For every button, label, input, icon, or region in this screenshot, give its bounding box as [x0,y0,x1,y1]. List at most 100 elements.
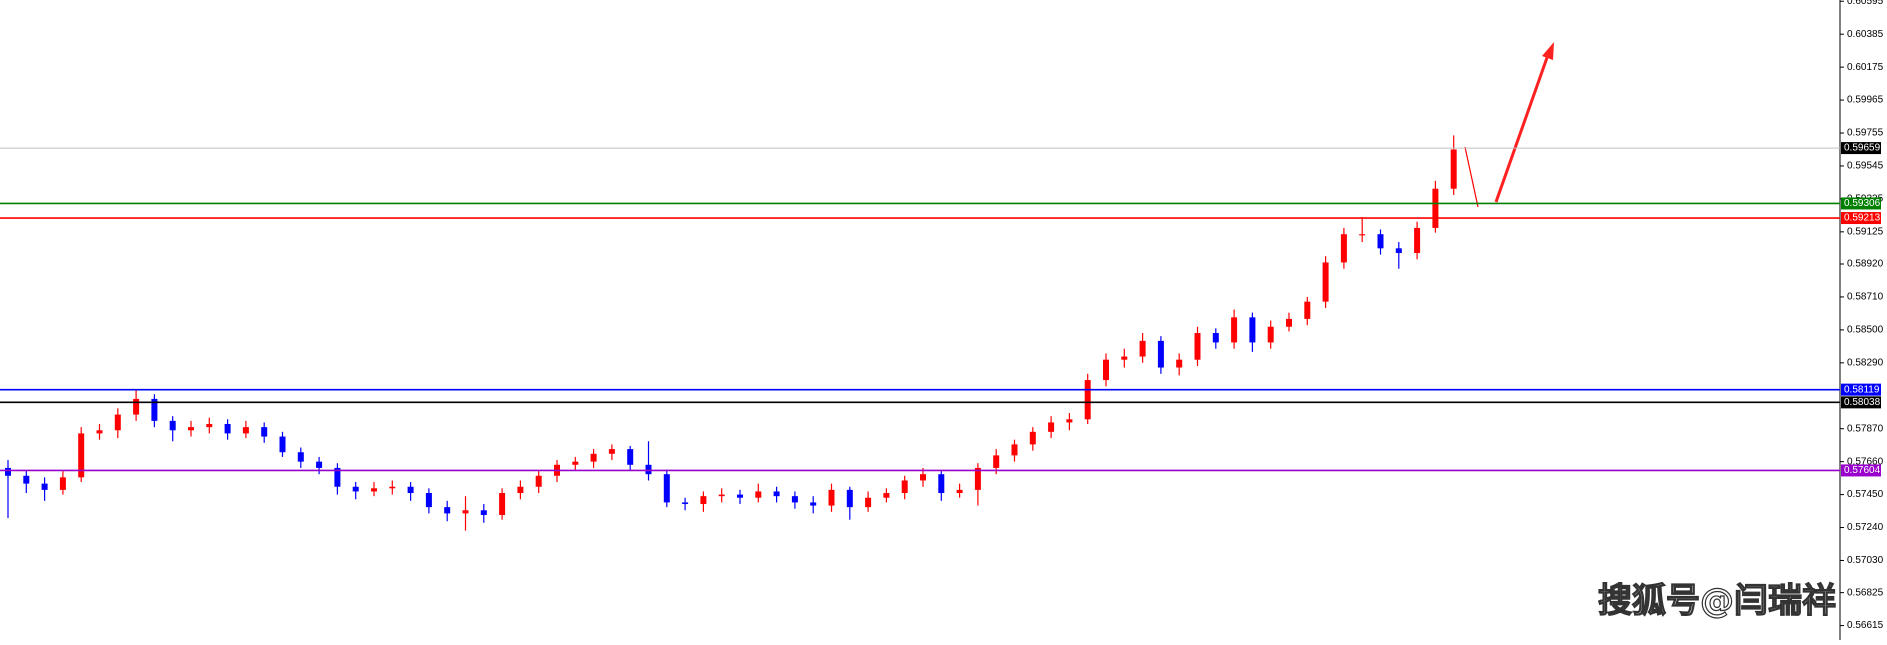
watermark: 搜狐号@闫瑞祥 [1598,581,1836,621]
forecast-arrows [1464,42,1554,208]
level-label: 0.58038 [1844,397,1881,408]
candle-body [1029,431,1036,445]
candle-body [517,486,524,494]
level-label-bg [1841,212,1881,225]
level-label: 0.59659 [1844,143,1881,154]
candle-body [645,464,652,475]
candle-body [1432,188,1439,228]
candle-body [499,493,506,515]
y-tick-label: 0.56615 [1847,620,1884,631]
candle-body [371,488,377,492]
candle-body [828,489,835,506]
candle-body [151,398,158,421]
candle-body [608,449,615,454]
candle-body [279,436,286,453]
candle-body [1377,234,1384,249]
candle-body [1450,149,1457,189]
candle-body [974,467,981,490]
candle-body [682,502,689,504]
level-label-bg [1841,396,1881,409]
y-tick-label: 0.58290 [1847,357,1884,368]
candle-body [23,475,30,484]
candle-body [535,475,542,487]
candle-body [1011,444,1018,456]
y-tick-label: 0.59125 [1847,226,1884,237]
candle-body [810,502,817,506]
candle-body [334,467,341,487]
y-tick-label: 0.58710 [1847,292,1884,303]
level-label: 0.59213 [1844,213,1881,224]
candle-body [1359,234,1366,236]
candle-body [1340,234,1347,263]
candle-body [663,474,670,503]
level-label: 0.57604 [1844,465,1881,476]
candle-body [901,480,908,494]
candle-body [352,486,359,492]
candle-body [755,491,762,498]
candle-body [41,483,48,490]
candle-body [1176,359,1183,368]
candle-body [261,427,268,437]
candle-body [206,424,213,428]
y-tick-label: 0.56825 [1847,587,1884,598]
candle-body [78,433,85,478]
candle-body [389,486,396,489]
y-tick-label: 0.60175 [1847,62,1884,73]
y-tick-label: 0.57870 [1847,423,1884,434]
level-label-bg [1841,464,1881,477]
candle-body [1103,359,1109,381]
y-tick-label: 0.58920 [1847,259,1884,270]
candle-body [1395,248,1402,254]
candle-body [883,493,890,498]
candle-body [1139,340,1146,357]
candle-body [846,489,853,508]
candle-body [1414,227,1421,254]
candle-body [425,493,432,508]
arrow-up [1494,51,1551,203]
y-tick-label: 0.57450 [1847,489,1884,500]
level-label: 0.59306 [1844,198,1881,209]
y-tick-label: 0.59545 [1847,161,1884,172]
candle-body [1121,356,1128,360]
candle-body [590,453,597,462]
candle-body [993,455,1000,468]
candle-body [1322,262,1329,302]
candle-body [956,489,963,494]
level-label-bg [1841,142,1881,155]
y-tick-label: 0.57660 [1847,456,1884,467]
candle-body [718,494,725,497]
candle-body [737,494,743,498]
candle-body [59,477,66,490]
arrow-down [1464,146,1479,208]
y-tick-label: 0.60595 [1847,0,1884,7]
candle-body [1267,326,1274,343]
candle-body [791,496,798,503]
candle-body [1157,340,1164,368]
candle-body [444,507,451,514]
candle-body [1249,317,1256,343]
candle-body [114,414,121,431]
candle-body [627,449,634,465]
candle-body [242,427,249,434]
y-tick-label: 0.59755 [1847,128,1884,139]
level-label: 0.58119 [1844,384,1880,395]
candle-body [700,496,707,504]
candle-body [1286,318,1292,327]
arrow-head [1542,42,1554,60]
level-label-bg [1841,383,1881,396]
candle-body [1304,301,1311,319]
candle-body [1084,380,1091,420]
candle-body [224,424,231,434]
y-tick-label: 0.59965 [1847,95,1884,106]
candle-body [5,467,11,476]
candle-body [96,430,103,434]
candle-body [865,497,872,508]
candle-body [1212,333,1219,343]
candle-body [133,398,140,415]
candle-body [462,510,469,514]
y-tick-label: 0.58500 [1847,325,1884,336]
candle-body [773,491,780,497]
candle-body [1231,317,1238,343]
candle-body [316,461,323,468]
